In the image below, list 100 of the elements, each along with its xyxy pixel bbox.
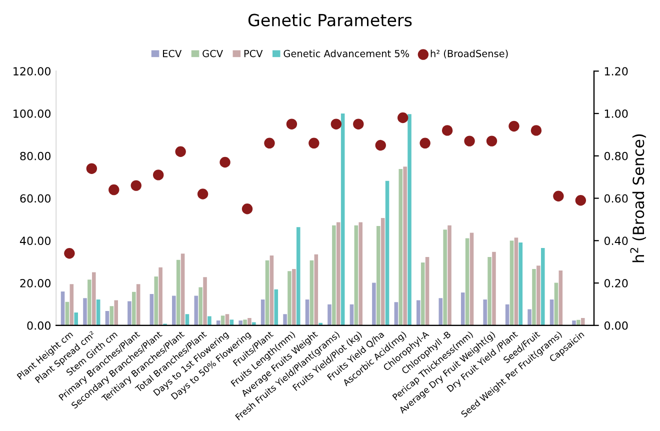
bar xyxy=(408,114,412,326)
bar xyxy=(203,277,207,326)
y2-tick-label: 0.60 xyxy=(604,194,628,203)
bar xyxy=(176,260,180,326)
bar xyxy=(292,269,296,326)
y-tick-label: 0.00 xyxy=(27,321,50,330)
y-tick-label: 60.00 xyxy=(20,194,50,203)
point xyxy=(353,118,364,130)
bar xyxy=(96,300,100,326)
y2-tick-label: 0.20 xyxy=(604,279,628,288)
bar xyxy=(448,225,452,326)
point xyxy=(486,136,498,146)
point xyxy=(553,190,564,202)
bar xyxy=(403,166,407,326)
bar xyxy=(225,314,230,326)
bar xyxy=(110,306,114,326)
bar xyxy=(314,254,318,326)
bar xyxy=(416,300,420,326)
bar xyxy=(554,282,558,326)
bar xyxy=(514,238,518,326)
bar xyxy=(230,320,234,326)
y2-tick-label: 0.40 xyxy=(604,236,628,246)
point xyxy=(86,163,98,174)
y-tick-label: 120.00 xyxy=(14,67,50,76)
bar xyxy=(398,169,403,326)
bar xyxy=(208,316,212,326)
bar xyxy=(248,318,252,326)
point xyxy=(330,118,342,130)
point xyxy=(264,138,275,149)
bar xyxy=(60,292,65,326)
bar xyxy=(83,298,87,326)
legend-label: PCV xyxy=(244,50,263,58)
point xyxy=(397,112,408,124)
bar xyxy=(488,256,492,326)
point xyxy=(220,156,230,168)
y2-tick-label: 1.00 xyxy=(604,109,628,118)
chart-title: Genetic Parameters xyxy=(248,13,412,26)
legend-label: GCV xyxy=(202,50,223,58)
bar xyxy=(296,227,300,326)
bar xyxy=(376,226,380,326)
legend-label: ECV xyxy=(163,50,182,58)
point xyxy=(242,204,253,214)
bar xyxy=(288,271,292,326)
bar xyxy=(518,242,523,326)
bar xyxy=(283,314,287,326)
bar xyxy=(540,248,545,326)
bar xyxy=(70,284,74,326)
bar xyxy=(492,252,496,326)
bar xyxy=(572,320,576,326)
point xyxy=(464,136,475,146)
bar xyxy=(92,272,96,326)
bar xyxy=(550,300,554,326)
bar xyxy=(425,256,430,326)
bar xyxy=(505,304,510,326)
y2-axis-title: h$^{2}$ (Broad Sence) xyxy=(630,134,646,262)
y2-tick-label: 1.20 xyxy=(604,67,628,76)
bar xyxy=(274,289,278,326)
point xyxy=(130,180,142,191)
bar xyxy=(528,309,532,326)
bar xyxy=(483,300,487,326)
y-tick-label: 20.00 xyxy=(20,279,50,288)
bar xyxy=(460,292,465,326)
point xyxy=(308,138,320,149)
bar xyxy=(220,316,225,326)
bar xyxy=(136,284,140,326)
point xyxy=(530,125,542,136)
bar xyxy=(580,318,585,326)
bar xyxy=(114,300,118,326)
bar xyxy=(394,302,398,326)
bar xyxy=(158,267,162,326)
bar xyxy=(465,238,470,326)
bar xyxy=(380,218,385,326)
bar xyxy=(260,300,265,326)
point xyxy=(175,146,186,157)
point xyxy=(420,138,430,149)
bar xyxy=(350,304,354,326)
bar xyxy=(310,260,314,326)
bar xyxy=(443,230,447,326)
bar xyxy=(532,269,536,326)
bar xyxy=(265,260,270,326)
bar xyxy=(185,314,190,326)
bar xyxy=(105,310,110,326)
bar xyxy=(150,294,154,326)
point xyxy=(286,118,298,130)
bar xyxy=(128,301,132,326)
y-tick-label: 40.00 xyxy=(20,236,50,246)
point xyxy=(375,140,386,151)
y-tick-label: 100.00 xyxy=(14,109,50,118)
bar xyxy=(194,296,198,326)
bar xyxy=(354,225,358,326)
y-tick-label: 80.00 xyxy=(20,152,50,160)
bar xyxy=(180,254,185,326)
bar xyxy=(558,270,563,326)
bar xyxy=(332,225,336,326)
bar xyxy=(154,276,158,326)
point xyxy=(575,195,586,206)
bar xyxy=(510,240,514,326)
bar xyxy=(372,282,376,326)
bar xyxy=(336,222,340,326)
legend-label: Genetic Advancement 5% xyxy=(284,50,410,58)
